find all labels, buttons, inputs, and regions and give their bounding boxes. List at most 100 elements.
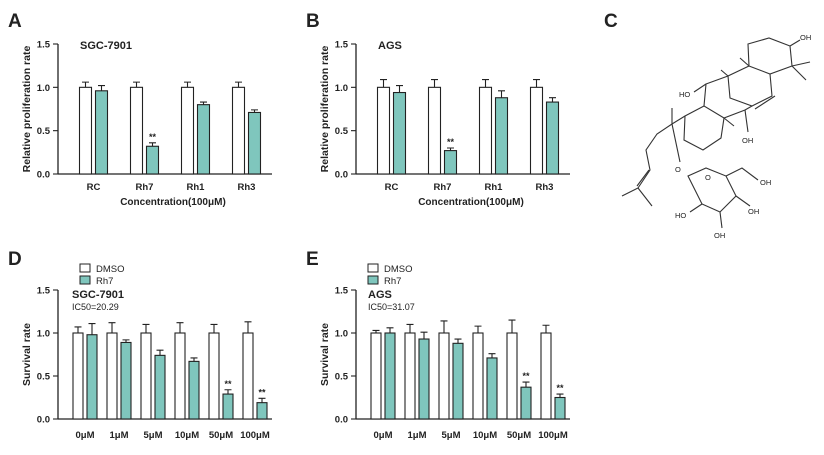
- molecule-structure: OH HO OH O O OH HO OH OH: [621, 33, 811, 240]
- error-bar: [498, 90, 505, 98]
- y-axis-label: Relative proliferation rate: [21, 46, 33, 173]
- panel-letter-e: E: [306, 249, 319, 270]
- legend-d-treated-swatch: [79, 275, 91, 285]
- error-bar: [235, 81, 242, 88]
- error-bar: [184, 81, 191, 88]
- bar-treated: [545, 101, 560, 175]
- chart-title: AGS: [378, 40, 402, 52]
- atom-label-c6p-oh: OH: [760, 178, 771, 187]
- error-bar: [149, 142, 156, 147]
- error-bar: [200, 101, 207, 105]
- error-bar: [549, 97, 556, 103]
- y-tick-label: 0.5: [335, 126, 349, 137]
- significance-marker: **: [447, 137, 455, 147]
- angular-methyls: [720, 57, 750, 127]
- bar-control: [72, 332, 84, 420]
- bar-control: [106, 332, 118, 420]
- error-bar: [522, 381, 530, 388]
- category-label: 0μM: [75, 430, 94, 441]
- significance-marker: **: [258, 387, 266, 397]
- category-label: RC: [385, 182, 399, 193]
- y-tick-label: 1.5: [37, 40, 51, 51]
- y-tick-label: 1.5: [335, 40, 349, 51]
- chart-title: SGC-7901: [72, 289, 124, 301]
- bar-control: [231, 86, 246, 175]
- error-bar: [556, 393, 564, 398]
- error-bar: [108, 322, 116, 333]
- y-tick-label: 0.0: [335, 415, 348, 426]
- bar-treated: [154, 354, 166, 420]
- category-label: 100μM: [538, 430, 568, 441]
- error-bar: [156, 349, 164, 356]
- bar-treated: [418, 338, 430, 420]
- bar-control: [174, 332, 186, 420]
- error-bar: [210, 323, 218, 333]
- chart-a-proliferation-sgc7901: 0.0 0.5 1.0 1.5 Relative proliferation rate S…: [21, 40, 272, 208]
- legend-d-control-label: DMSO: [96, 264, 125, 275]
- error-bar: [431, 78, 438, 88]
- legend-e: DMSO Rh7: [367, 263, 413, 287]
- bar-control: [529, 86, 544, 175]
- error-bar: [488, 353, 496, 358]
- bar-treated: [196, 104, 211, 175]
- category-label: Rh7: [136, 182, 154, 193]
- error-bar: [386, 327, 394, 333]
- error-bar: [474, 325, 482, 333]
- x-axis-label: Concentration(100μM): [120, 197, 226, 208]
- legend-d: DMSO Rh7: [79, 263, 125, 287]
- category-label: Rh1: [187, 182, 206, 193]
- y-tick-label: 1.0: [335, 83, 348, 94]
- error-bar: [482, 78, 489, 88]
- error-bar: [88, 322, 96, 335]
- ring-d: [683, 105, 725, 151]
- chart-title: SGC-7901: [80, 40, 132, 52]
- ring-b-double-bond: [754, 95, 776, 110]
- error-bar: [224, 389, 232, 395]
- legend-e-treated-label: Rh7: [384, 276, 401, 287]
- y-tick-label: 0.0: [37, 415, 50, 426]
- y-axis-label: Relative proliferation rate: [319, 46, 331, 173]
- bar-treated: [247, 111, 262, 175]
- bar-control: [180, 86, 195, 175]
- error-bar: [82, 81, 89, 88]
- error-bar: [396, 85, 403, 93]
- error-bar: [244, 321, 252, 333]
- y-axis-label: Survival rate: [319, 323, 331, 386]
- atom-label-ring-o: O: [705, 173, 711, 182]
- error-bar: [142, 323, 150, 333]
- significance-marker: **: [149, 132, 157, 142]
- atom-label-sugar-oh-right: OH: [748, 207, 759, 216]
- error-bar: [133, 81, 140, 88]
- error-bar: [533, 78, 540, 88]
- legend-e-control-swatch: [367, 263, 379, 273]
- sugar-substituents: [689, 167, 759, 229]
- error-bar: [420, 331, 428, 340]
- category-label: 5μM: [143, 430, 162, 441]
- y-tick-label: 1.0: [37, 83, 50, 94]
- atom-label-glycosidic-o: O: [675, 165, 681, 174]
- atom-label-c12-ho: HO: [679, 90, 690, 99]
- chart-title: AGS: [368, 289, 392, 301]
- bar-control: [208, 332, 220, 420]
- bar-treated: [392, 91, 407, 175]
- error-bar: [447, 147, 454, 151]
- bar-treated: [443, 150, 458, 175]
- category-label: Rh1: [485, 182, 504, 193]
- bar-control: [370, 332, 382, 420]
- bar-treated: [384, 332, 396, 420]
- bar-control: [140, 332, 152, 420]
- atom-label-c6-oh: OH: [742, 136, 753, 145]
- bar-treated: [145, 145, 160, 175]
- y-tick-label: 0.0: [37, 170, 50, 181]
- ic50-label: IC50=31.07: [368, 302, 415, 312]
- category-label: 1μM: [109, 430, 128, 441]
- bar-control: [78, 86, 93, 175]
- legend-d-control-swatch: [79, 263, 91, 273]
- bar-treated: [188, 360, 200, 420]
- bar-treated: [554, 396, 566, 420]
- panel-letter-a: A: [8, 11, 22, 32]
- error-bar: [406, 323, 414, 333]
